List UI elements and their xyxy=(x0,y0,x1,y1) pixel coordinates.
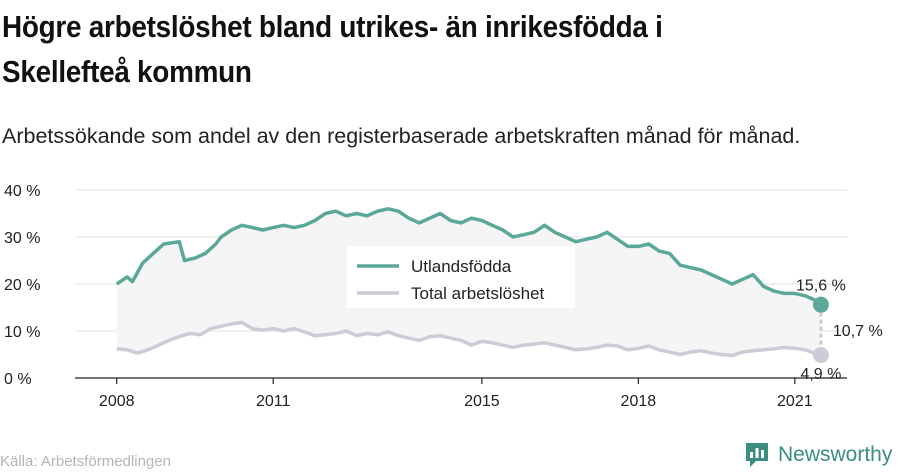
x-tick-label: 2015 xyxy=(464,393,500,410)
x-tick-label: 2021 xyxy=(777,393,813,410)
legend-label-total: Total arbetslöshet xyxy=(411,284,545,303)
series-line-utlandsfodda xyxy=(115,207,823,307)
x-tick-label: 2018 xyxy=(621,393,657,410)
y-tick-label: 30 % xyxy=(4,230,40,247)
difference-label: 10,7 % xyxy=(833,323,883,340)
newsworthy-logo[interactable]: Newsworthy xyxy=(744,441,892,469)
y-tick-label: 40 % xyxy=(4,183,40,200)
end-marker-utlandsfodda xyxy=(812,296,829,313)
legend[interactable]: Utlandsfödda Total arbetslöshet xyxy=(347,246,575,308)
axes: 0 % 10 % 20 % 30 % 40 % 2008 2011 2015 2018 2021 xyxy=(4,183,847,410)
source-note: Källa: Arbetsförmedlingen xyxy=(0,453,171,470)
legend-label-utlandsfodda: Utlandsfödda xyxy=(411,257,512,276)
y-tick-label: 10 % xyxy=(4,324,40,341)
series-line-total xyxy=(116,320,822,358)
end-markers: 15,6 % 4,9 % 10,7 % xyxy=(796,278,883,383)
x-tick-label: 2008 xyxy=(99,393,135,410)
end-label-utlandsfodda: 15,6 % xyxy=(796,278,846,295)
y-tick-label: 0 % xyxy=(4,371,32,388)
x-tick-label: 2011 xyxy=(256,393,291,410)
bar-chart-icon xyxy=(746,443,768,467)
end-label-total: 4,9 % xyxy=(800,366,841,383)
chart-subtitle: Arbetssökande som andel av den registerb… xyxy=(2,124,801,148)
legend-box xyxy=(347,246,575,308)
chart-title: Högre arbetslöshet bland utrikes- än inr… xyxy=(2,9,663,89)
brand-name: Newsworthy xyxy=(778,443,893,466)
series-lines xyxy=(115,207,823,358)
y-tick-label: 20 % xyxy=(4,277,40,294)
end-marker-total xyxy=(812,346,829,363)
